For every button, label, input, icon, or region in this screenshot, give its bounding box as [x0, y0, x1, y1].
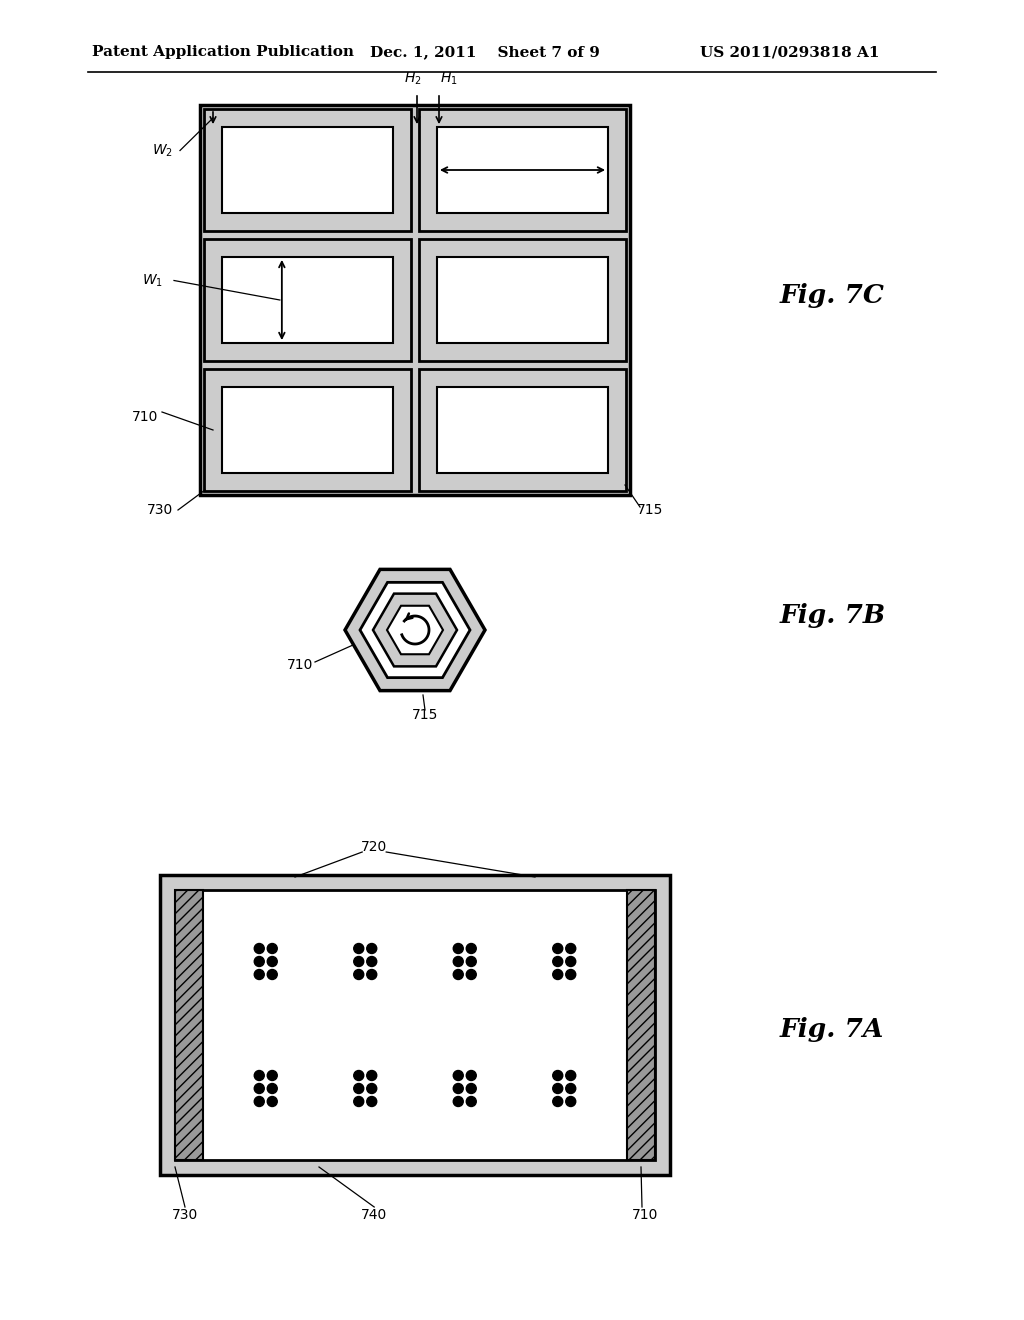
Text: 740: 740	[361, 1208, 387, 1222]
Circle shape	[565, 944, 575, 953]
Text: Fig. 7C: Fig. 7C	[780, 282, 885, 308]
Bar	[437, 257, 608, 343]
Circle shape	[466, 1084, 476, 1093]
Bar	[437, 387, 608, 473]
Circle shape	[367, 969, 377, 979]
Circle shape	[454, 1097, 463, 1106]
Circle shape	[565, 1071, 575, 1081]
Circle shape	[367, 944, 377, 953]
Circle shape	[466, 1097, 476, 1106]
Text: 730: 730	[146, 503, 173, 517]
Circle shape	[553, 969, 563, 979]
Text: 710: 710	[632, 1208, 658, 1222]
Bar	[175, 890, 655, 1160]
Circle shape	[367, 1097, 377, 1106]
Bar	[437, 127, 608, 213]
Polygon shape	[345, 569, 485, 690]
Polygon shape	[360, 582, 470, 677]
Circle shape	[565, 957, 575, 966]
Text: 720: 720	[361, 840, 387, 854]
Circle shape	[553, 1071, 563, 1081]
Bar	[222, 257, 393, 343]
Circle shape	[553, 1084, 563, 1093]
Bar	[222, 127, 393, 213]
Bar	[419, 239, 626, 360]
Bar	[222, 387, 393, 473]
Text: 715: 715	[637, 503, 664, 517]
Text: $H_1$: $H_1$	[440, 70, 458, 87]
Polygon shape	[387, 606, 443, 655]
Circle shape	[553, 1097, 563, 1106]
Text: $W_2$: $W_2$	[152, 143, 172, 158]
Circle shape	[367, 1084, 377, 1093]
Circle shape	[454, 1071, 463, 1081]
Circle shape	[353, 1084, 364, 1093]
Text: Dec. 1, 2011    Sheet 7 of 9: Dec. 1, 2011 Sheet 7 of 9	[370, 45, 600, 59]
Text: Fig. 7B: Fig. 7B	[780, 602, 886, 627]
Circle shape	[454, 944, 463, 953]
Text: 710: 710	[287, 657, 313, 672]
Text: $W_1$: $W_1$	[141, 272, 163, 289]
Circle shape	[353, 1071, 364, 1081]
Text: Fig. 7A: Fig. 7A	[780, 1018, 885, 1043]
Circle shape	[254, 969, 264, 979]
Circle shape	[565, 1084, 575, 1093]
Bar	[160, 875, 670, 1175]
Circle shape	[454, 969, 463, 979]
Bar	[204, 370, 411, 491]
Text: $H_2$: $H_2$	[404, 70, 422, 87]
Circle shape	[267, 969, 278, 979]
Circle shape	[353, 1097, 364, 1106]
Text: Patent Application Publication: Patent Application Publication	[92, 45, 354, 59]
Circle shape	[553, 944, 563, 953]
Circle shape	[254, 1084, 264, 1093]
Circle shape	[466, 969, 476, 979]
Circle shape	[267, 944, 278, 953]
Text: US 2011/0293818 A1: US 2011/0293818 A1	[700, 45, 880, 59]
Circle shape	[353, 944, 364, 953]
Circle shape	[254, 1097, 264, 1106]
Circle shape	[466, 944, 476, 953]
Circle shape	[466, 957, 476, 966]
Text: 710: 710	[132, 411, 158, 424]
Bar	[175, 890, 203, 1160]
Text: 730: 730	[172, 1208, 198, 1222]
Circle shape	[267, 1097, 278, 1106]
Circle shape	[367, 957, 377, 966]
Circle shape	[367, 1071, 377, 1081]
Circle shape	[565, 969, 575, 979]
Bar	[419, 110, 626, 231]
Circle shape	[254, 957, 264, 966]
Circle shape	[254, 1071, 264, 1081]
Circle shape	[254, 944, 264, 953]
Circle shape	[267, 1071, 278, 1081]
Circle shape	[454, 957, 463, 966]
Bar	[419, 370, 626, 491]
Bar	[204, 110, 411, 231]
Bar	[204, 239, 411, 360]
Circle shape	[353, 957, 364, 966]
Text: 715: 715	[412, 708, 438, 722]
Bar	[200, 106, 630, 495]
Circle shape	[353, 969, 364, 979]
Circle shape	[267, 957, 278, 966]
Circle shape	[267, 1084, 278, 1093]
Bar	[627, 890, 655, 1160]
Circle shape	[553, 957, 563, 966]
Circle shape	[565, 1097, 575, 1106]
Circle shape	[454, 1084, 463, 1093]
Polygon shape	[373, 594, 457, 667]
Circle shape	[466, 1071, 476, 1081]
